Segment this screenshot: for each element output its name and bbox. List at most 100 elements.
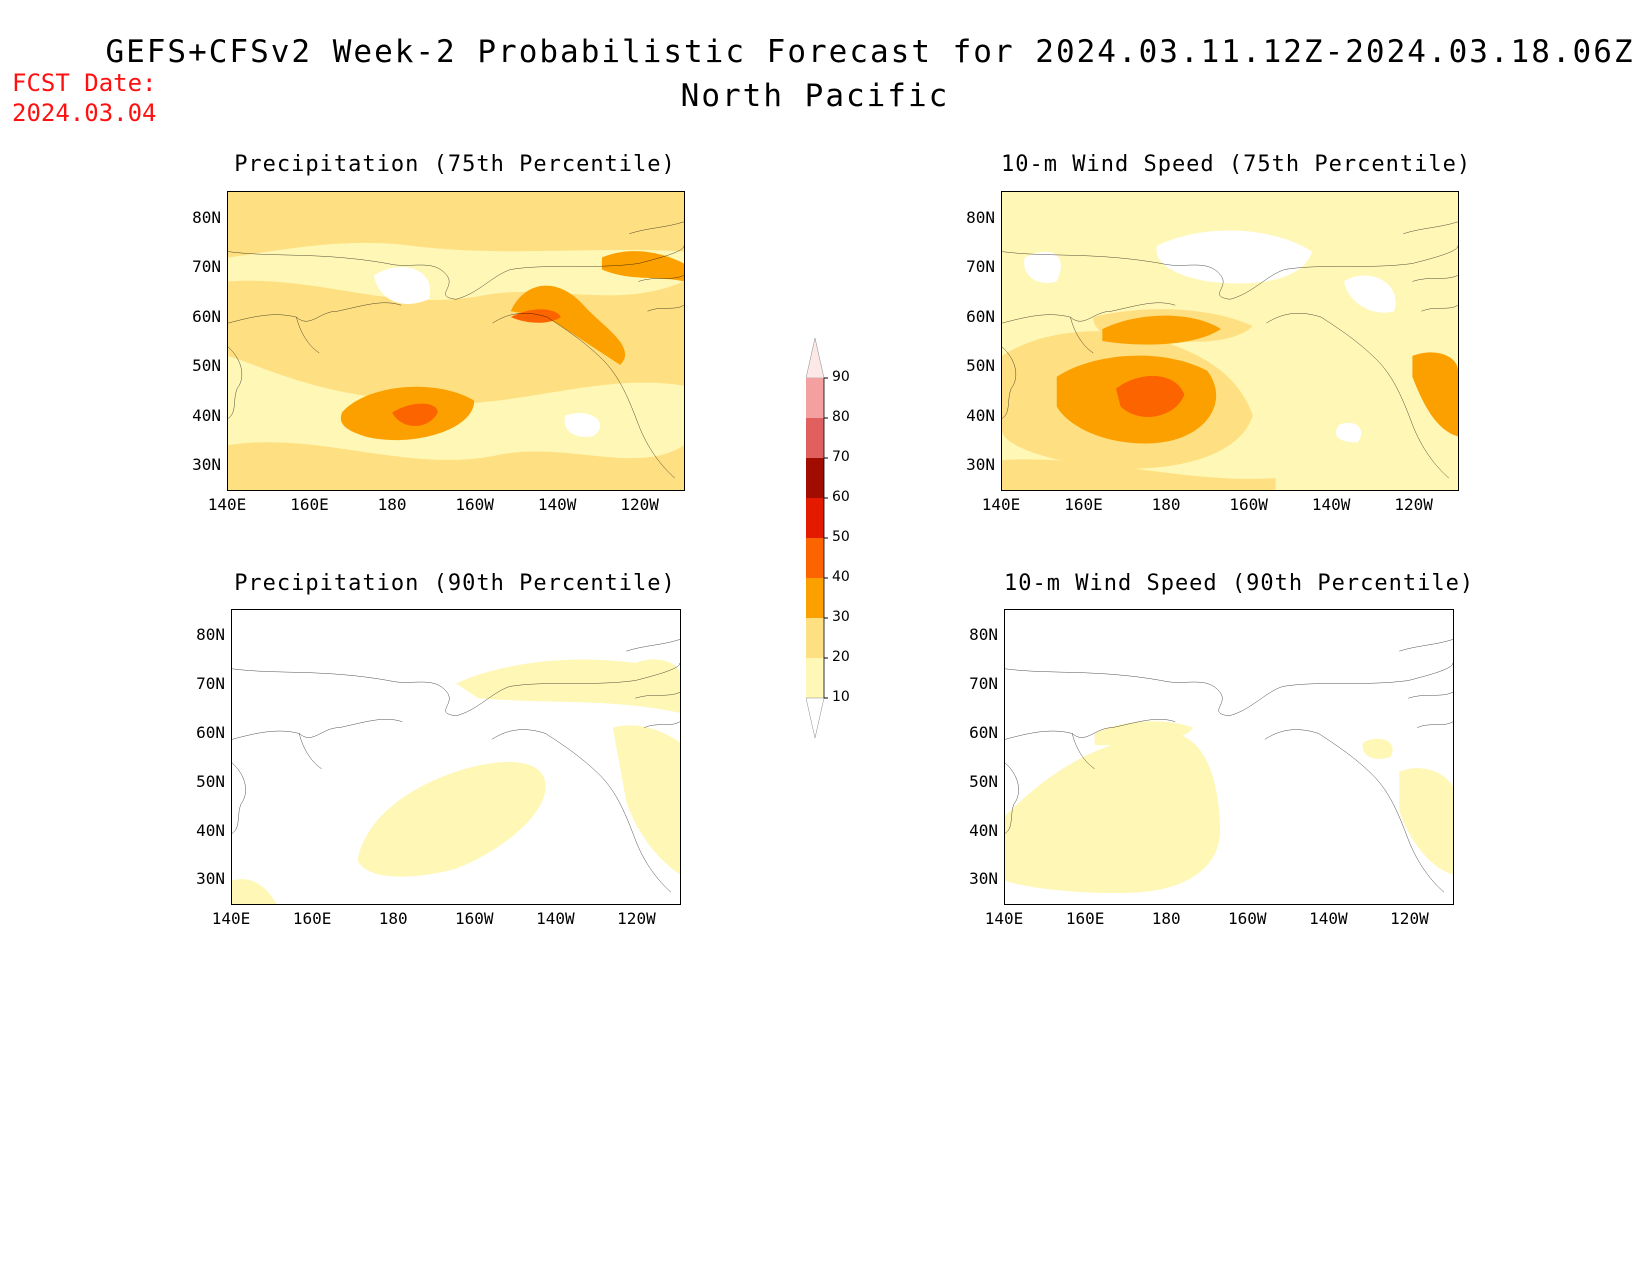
lon-tick-label: 180 xyxy=(1151,495,1181,514)
coastline xyxy=(1408,692,1453,698)
lon-tick-label: 160W xyxy=(1227,909,1267,928)
colorbar-label: 20 xyxy=(832,649,850,665)
colorbar-segment xyxy=(806,538,824,578)
colorbar-label: 40 xyxy=(832,569,850,585)
colorbar-label: 70 xyxy=(832,449,850,465)
shaded-region xyxy=(392,403,438,426)
lon-tick-label: 160E xyxy=(290,495,329,514)
lon-tick-label: 140W xyxy=(537,495,577,514)
colorbar-segment xyxy=(806,578,824,618)
map-plot-area xyxy=(231,609,681,905)
lat-tick-label: 30N xyxy=(192,455,221,475)
shaded-region xyxy=(232,879,277,904)
lat-tick-label: 50N xyxy=(196,771,225,791)
coastline xyxy=(1070,317,1093,353)
lon-tick-label: 140E xyxy=(207,495,247,514)
colorbar-label: 10 xyxy=(832,689,850,705)
lat-tick-label: 50N xyxy=(192,356,221,376)
lon-tick-label: 140W xyxy=(1311,495,1351,514)
colorbar-label: 80 xyxy=(832,409,850,425)
lon-tick-label: 120W xyxy=(620,495,659,514)
lat-tick-label: 70N xyxy=(966,257,995,277)
lon-tick-label: 160E xyxy=(292,909,332,928)
lat-tick-label: 30N xyxy=(966,455,995,475)
shaded-region xyxy=(1102,315,1221,345)
coastline xyxy=(1005,663,1453,716)
coastline xyxy=(1072,733,1094,768)
shaded-region xyxy=(1116,375,1185,417)
coastline xyxy=(1002,303,1175,323)
shaded-region xyxy=(1335,422,1362,443)
colorbar-segment xyxy=(806,418,824,458)
shaded-region xyxy=(612,725,680,875)
lat-tick-label: 40N xyxy=(966,405,995,425)
colorbar-segment xyxy=(806,618,824,658)
panel-title: Precipitation (90th Percentile) xyxy=(234,571,676,596)
coastline xyxy=(492,730,671,893)
lat-tick-label: 60N xyxy=(192,306,221,326)
colorbar-label: 60 xyxy=(832,489,850,505)
lat-tick-label: 70N xyxy=(969,674,998,694)
coastline xyxy=(228,347,242,419)
coastline xyxy=(1412,275,1458,281)
colorbar-bottom-arrow xyxy=(805,697,825,739)
lon-tick-label: 140E xyxy=(984,909,1024,928)
lon-tick-label: 160E xyxy=(1064,495,1103,514)
shaded-region xyxy=(564,413,601,437)
map-plot-area xyxy=(1004,609,1454,905)
shaded-region xyxy=(510,309,561,323)
coastline xyxy=(638,275,684,281)
shaded-region xyxy=(1344,275,1396,313)
fcst-date-label: FCST Date: xyxy=(12,69,157,97)
lat-tick-label: 50N xyxy=(966,356,995,376)
lon-tick-label: 180 xyxy=(1151,909,1181,928)
lat-tick-label: 80N xyxy=(196,625,225,645)
coastline xyxy=(1265,730,1444,893)
lat-tick-label: 40N xyxy=(192,405,221,425)
coastline xyxy=(1002,246,1458,300)
colorbar-label: 30 xyxy=(832,609,850,625)
coastline xyxy=(232,663,680,716)
lon-tick-label: 160E xyxy=(1065,909,1105,928)
coastline xyxy=(232,763,246,834)
lon-tick-label: 180 xyxy=(377,495,407,514)
lat-tick-label: 50N xyxy=(969,771,998,791)
lon-tick-label: 120W xyxy=(617,909,656,928)
lon-tick-label: 140E xyxy=(211,909,251,928)
coastline xyxy=(232,719,402,739)
coastline xyxy=(228,246,684,300)
fcst-date-value: 2024.03.04 xyxy=(12,99,157,127)
coastline xyxy=(1417,722,1453,728)
shaded-region xyxy=(1002,459,1276,490)
shaded-region xyxy=(1024,251,1061,283)
lon-tick-label: 160W xyxy=(455,495,494,514)
colorbar-top-arrow xyxy=(805,337,825,379)
panel-title: Precipitation (75th Percentile) xyxy=(234,152,676,177)
shaded-region xyxy=(1412,352,1458,437)
coastline xyxy=(644,722,680,728)
region-subtitle: North Pacific xyxy=(680,78,950,114)
coastline xyxy=(492,313,674,478)
lon-tick-label: 140W xyxy=(1309,909,1348,928)
lon-tick-label: 160W xyxy=(1229,495,1268,514)
coastline xyxy=(1002,347,1016,419)
lat-tick-label: 40N xyxy=(969,820,998,840)
lat-tick-label: 70N xyxy=(196,674,225,694)
map-plot-area xyxy=(1001,191,1459,491)
shaded-region xyxy=(601,251,684,282)
lat-tick-label: 40N xyxy=(196,820,225,840)
main-title: GEFS+CFSv2 Week-2 Probabilistic Forecast… xyxy=(105,34,1635,70)
coastline xyxy=(635,692,680,698)
coastline xyxy=(626,639,680,651)
coastline xyxy=(629,222,684,234)
shaded-region xyxy=(228,192,684,258)
lat-tick-label: 80N xyxy=(192,207,221,227)
coastline xyxy=(296,317,319,353)
lon-tick-label: 160W xyxy=(454,909,494,928)
lon-tick-label: 140E xyxy=(981,495,1021,514)
shaded-region xyxy=(228,442,684,490)
lat-tick-label: 30N xyxy=(196,869,225,889)
colorbar-segment xyxy=(806,458,824,498)
lat-tick-label: 80N xyxy=(966,207,995,227)
shaded-region xyxy=(357,762,546,877)
